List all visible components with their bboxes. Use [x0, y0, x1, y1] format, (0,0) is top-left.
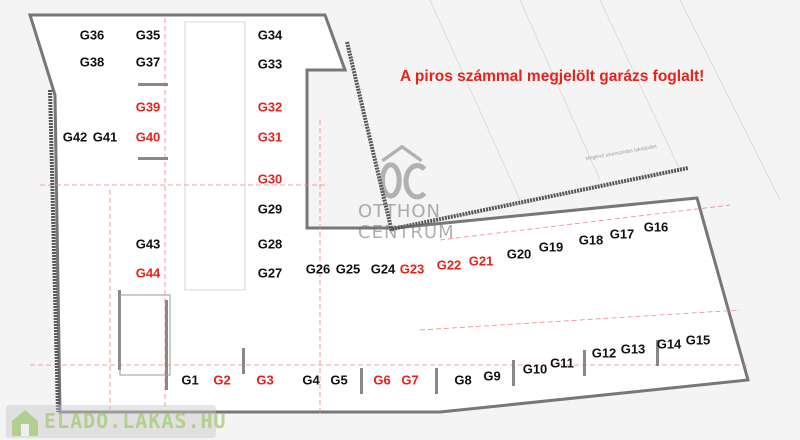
garage-g18: G18 — [578, 232, 604, 248]
garage-g11: G11 — [550, 355, 574, 371]
otthon-centrum-logo — [379, 144, 427, 200]
garage-g27: G27 — [257, 265, 283, 281]
garage-g35: G35 — [135, 27, 161, 43]
garage-g15: G15 — [685, 332, 711, 348]
garage-g25: G25 — [335, 261, 361, 277]
garage-g38: G38 — [79, 54, 105, 70]
garage-g41: G41 — [92, 129, 118, 145]
garage-g1: G1 — [181, 372, 199, 388]
garage-g16: G16 — [643, 219, 669, 235]
watermark-centrum: CENTRUM — [358, 222, 455, 243]
garage-g31-occupied: G31 — [257, 129, 283, 145]
garage-g5: G5 — [330, 372, 348, 388]
garage-g7-occupied: G7 — [401, 372, 419, 388]
garage-g34: G34 — [257, 27, 283, 43]
house-icon — [12, 410, 38, 436]
garage-g36: G36 — [79, 27, 105, 43]
garage-g17: G17 — [609, 226, 635, 242]
garage-g23-occupied: G23 — [399, 261, 425, 277]
garage-g10: G10 — [522, 361, 548, 377]
garage-g21-occupied: G21 — [468, 253, 494, 269]
stairwell — [119, 294, 171, 376]
garage-g30-occupied: G30 — [257, 171, 283, 187]
occupied-notice: A piros számmal megjelölt garázs foglalt… — [400, 68, 705, 85]
garage-g3-occupied: G3 — [256, 372, 274, 388]
garage-g43: G43 — [135, 236, 161, 252]
garage-g20: G20 — [506, 246, 532, 262]
garage-g24: G24 — [370, 261, 396, 277]
garage-g44-occupied: G44 — [135, 265, 161, 281]
garage-g8: G8 — [454, 372, 472, 388]
garage-g42: G42 — [62, 129, 88, 145]
garage-g6-occupied: G6 — [373, 372, 391, 388]
watermark-otthon: OTTHON — [358, 201, 442, 222]
central-driveway — [184, 21, 246, 291]
garage-g14: G14 — [656, 336, 682, 352]
garage-g37: G37 — [135, 54, 161, 70]
garage-g4: G4 — [302, 372, 320, 388]
garage-g40-occupied: G40 — [135, 129, 161, 145]
garage-g22-occupied: G22 — [436, 257, 462, 273]
garage-g12: G12 — [591, 345, 617, 361]
garage-g28: G28 — [257, 236, 283, 252]
garage-g26: G26 — [305, 261, 331, 277]
garage-g13: G13 — [620, 341, 646, 357]
garage-g29: G29 — [257, 201, 283, 217]
garage-g2-occupied: G2 — [213, 372, 231, 388]
garage-g9: G9 — [483, 368, 501, 384]
elado-text: ELADO.LAKAS.HU — [44, 409, 227, 433]
retaining-walls — [48, 41, 689, 413]
garage-g39-occupied: G39 — [135, 99, 161, 115]
elado-lakas-watermark: ELADO.LAKAS.HU — [6, 405, 226, 438]
garage-g32-occupied: G32 — [257, 99, 283, 115]
garage-g33: G33 — [257, 56, 283, 72]
garage-g19: G19 — [538, 239, 564, 255]
